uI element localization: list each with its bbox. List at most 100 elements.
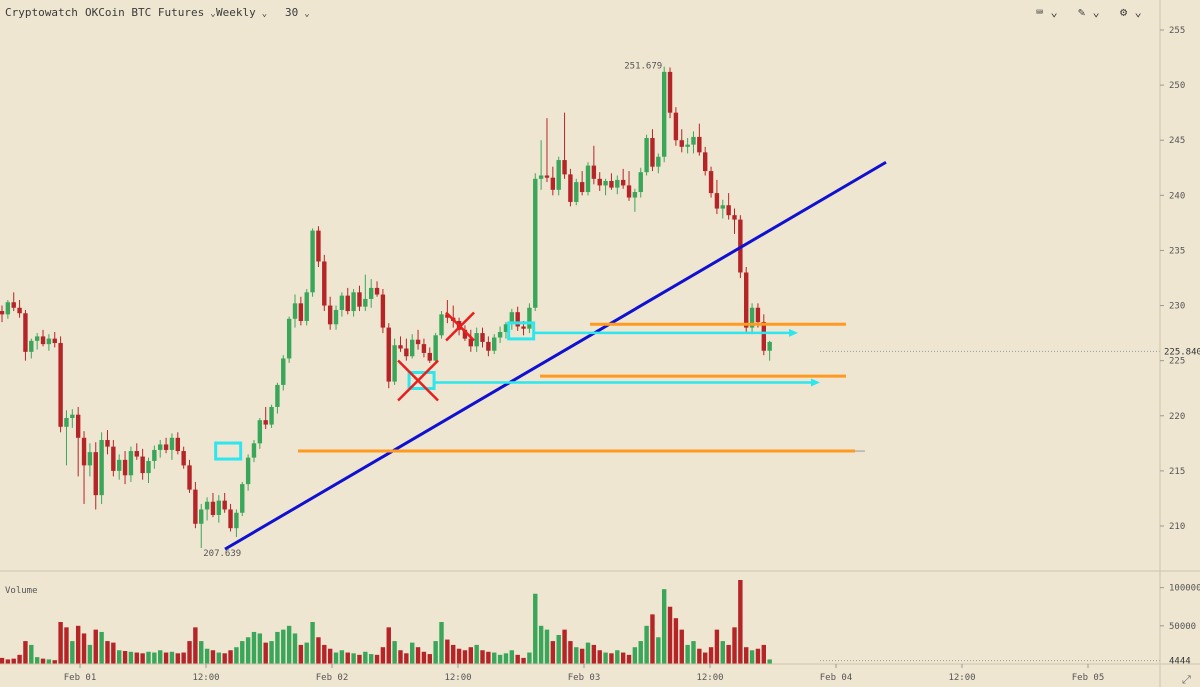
volume-bar: [638, 641, 643, 664]
settings-gear-icon[interactable]: ⚙ ⌄: [1120, 5, 1142, 19]
candle-body: [228, 509, 233, 529]
candle-body: [140, 456, 145, 474]
grid: [820, 350, 1160, 662]
volume-bar: [544, 629, 550, 664]
volume-bar: [427, 654, 432, 664]
volume-bar: [263, 642, 268, 664]
volume-bar: [474, 644, 479, 664]
volume-bar: [615, 650, 620, 664]
volume-bar: [163, 652, 169, 664]
target-arrow-head: [789, 328, 798, 337]
candle-body: [75, 414, 81, 438]
volume-bar: [210, 650, 216, 664]
price-tick-label: 220: [1169, 412, 1185, 422]
volume-bar: [169, 651, 175, 664]
volume-bar: [17, 654, 22, 664]
volume-bar: [691, 641, 696, 664]
volume-bar: [339, 650, 345, 664]
candle-body: [603, 181, 608, 186]
volume-bar: [257, 633, 263, 664]
volume-bar: [697, 648, 702, 664]
time-tick-label: Feb 02: [316, 673, 349, 683]
candle-body: [34, 336, 40, 341]
candle-body: [345, 295, 350, 312]
volume-tick-label: 100000: [1169, 584, 1200, 594]
candle-body: [562, 160, 567, 175]
volume-bar: [292, 633, 298, 664]
volume-bar: [509, 650, 515, 664]
candle-body: [310, 230, 315, 293]
volume-bar: [187, 641, 192, 664]
candle-body: [117, 459, 122, 471]
volume-bar: [128, 651, 134, 664]
candle-body: [462, 329, 468, 339]
chevron-down-icon: ⌄: [304, 9, 310, 19]
candle-body: [70, 414, 75, 418]
volume-bar: [87, 644, 93, 664]
volume-bar: [656, 637, 661, 664]
candle-body: [761, 322, 766, 351]
volume-bar: [245, 637, 251, 664]
candle-body: [497, 332, 503, 338]
volume-bar: [703, 652, 708, 664]
candle-body: [11, 302, 16, 308]
candle-body: [439, 314, 444, 336]
cross-mark-stroke: [397, 359, 439, 402]
volume-bar: [386, 627, 391, 664]
period-selector[interactable]: Weekly ⌄: [216, 6, 267, 19]
price-tick-label: 235: [1169, 246, 1185, 256]
volume-bar: [579, 648, 585, 664]
brand-logo[interactable]: Cryptowatch: [5, 6, 78, 19]
keyboard-icon[interactable]: ⌨ ⌄: [1036, 5, 1058, 19]
volume-bar: [667, 606, 673, 664]
volume-bar: [105, 641, 110, 664]
candle-body: [316, 230, 321, 262]
cross-mark-stroke: [445, 311, 475, 342]
volume-bar: [392, 641, 397, 664]
draw-tool-icon[interactable]: ✎ ⌄: [1078, 5, 1100, 19]
candle-body: [222, 500, 227, 510]
candle-body: [392, 345, 397, 382]
candle-body: [269, 406, 274, 425]
volume-bar: [146, 651, 151, 664]
market-selector[interactable]: OKCoin BTC Futures ⌄: [85, 6, 216, 19]
candle-body: [128, 451, 134, 476]
entry-box: [407, 370, 436, 390]
candle-body: [322, 261, 327, 306]
volume-bar: [140, 653, 145, 664]
candle-body: [298, 303, 304, 321]
annotations: [214, 160, 887, 551]
candle-body: [58, 343, 63, 427]
volume-bar: [556, 634, 561, 664]
interval-selector[interactable]: 30 ⌄: [285, 6, 310, 19]
time-tick-label: Feb 01: [64, 673, 97, 683]
volume-bar: [122, 651, 128, 664]
volume-bar: [158, 650, 163, 664]
candle-body: [556, 160, 561, 190]
volume-bar: [720, 641, 725, 664]
volume-bar: [0, 657, 5, 664]
volume-bar: [538, 625, 544, 664]
volume-bar: [421, 651, 427, 664]
volume-bar: [345, 652, 350, 664]
candle-body: [146, 460, 151, 474]
candle-body: [275, 384, 280, 407]
volume-bar: [81, 633, 87, 664]
candle-body: [533, 178, 538, 308]
candle-body: [286, 318, 292, 359]
candle-body: [40, 336, 46, 345]
candle-body: [544, 175, 550, 178]
candle-body: [767, 341, 772, 351]
volume-bar: [240, 641, 245, 664]
candle-body: [363, 298, 368, 307]
volume-bar: [568, 641, 573, 664]
candle-body: [685, 144, 690, 147]
volume-bar: [40, 658, 46, 664]
candle-body: [427, 352, 432, 361]
volume-bar: [368, 654, 374, 664]
candle-body: [87, 452, 93, 466]
candle-body: [210, 501, 216, 515]
price-tick-label: 230: [1169, 302, 1185, 312]
